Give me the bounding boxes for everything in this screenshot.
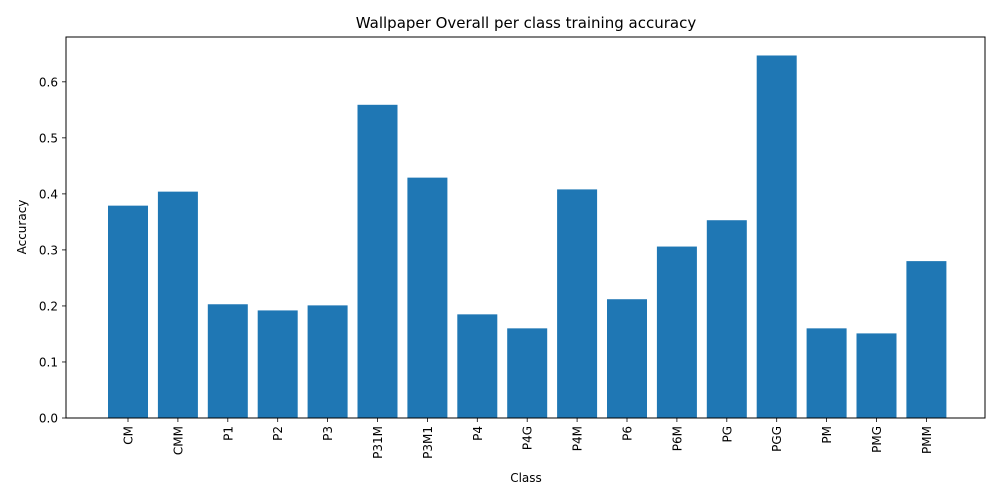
x-tick-label: PG bbox=[720, 426, 734, 443]
x-tick-label: PGG bbox=[770, 426, 784, 452]
y-axis-title: Accuracy bbox=[15, 200, 29, 255]
x-axis-title: Class bbox=[510, 471, 542, 485]
x-tick-label: P2 bbox=[271, 426, 285, 441]
bar-pmg bbox=[856, 333, 897, 418]
bar-pg bbox=[706, 220, 747, 418]
plot-frame bbox=[65, 36, 986, 419]
x-tick-label: P4M bbox=[571, 426, 585, 451]
bar-pm bbox=[806, 328, 847, 418]
y-tick-label: 0.5 bbox=[39, 131, 58, 145]
bar-cm bbox=[108, 205, 148, 418]
x-tick-label: PMM bbox=[920, 426, 934, 454]
y-tick-label: 0.6 bbox=[39, 75, 58, 89]
y-tick-label: 0.4 bbox=[39, 187, 58, 201]
x-tick-label: P6 bbox=[621, 426, 635, 441]
bar-p3 bbox=[307, 305, 348, 418]
x-tick-label: PMG bbox=[870, 426, 884, 453]
bar-p2 bbox=[257, 310, 298, 418]
y-tick-label: 0.3 bbox=[39, 243, 58, 257]
bar-cmm bbox=[157, 191, 198, 418]
y-tick-label: 0.1 bbox=[39, 355, 58, 369]
chart-title: Wallpaper Overall per class training acc… bbox=[356, 14, 697, 32]
y-tick-label: 0.2 bbox=[39, 299, 58, 313]
x-tick-label: P4 bbox=[471, 426, 485, 441]
y-axis-ticks: 0.0 0.1 0.2 0.3 0.4 0.5 0.6 bbox=[39, 75, 66, 426]
x-axis-ticks: CM CMM P1 P2 P3 P31M P3M1 P4 P4G P4M P6 P6M PG PGG PM P… bbox=[122, 418, 934, 459]
x-tick-label: P1 bbox=[221, 426, 235, 441]
x-tick-label: P31M bbox=[371, 426, 385, 459]
bar-p3m1 bbox=[407, 177, 448, 418]
bar-pgg bbox=[756, 55, 797, 419]
y-tick-label: 0.0 bbox=[39, 412, 58, 426]
bar-p4g bbox=[507, 328, 548, 418]
bar-p4 bbox=[457, 314, 498, 418]
bar-p4m bbox=[557, 189, 598, 418]
x-tick-label: P4G bbox=[521, 426, 535, 450]
x-tick-label: P6M bbox=[670, 426, 684, 451]
bar-p6m bbox=[656, 246, 697, 418]
bar-p31m bbox=[357, 104, 398, 419]
x-tick-label: CM bbox=[122, 426, 136, 445]
x-tick-label: CMM bbox=[171, 426, 185, 455]
x-tick-label: P3 bbox=[321, 426, 335, 441]
bar-p6 bbox=[607, 299, 647, 418]
bars-group bbox=[108, 55, 947, 419]
bar-pmm bbox=[906, 261, 947, 418]
x-tick-label: P3M1 bbox=[421, 426, 435, 459]
x-tick-label: PM bbox=[820, 426, 834, 444]
bar-p1 bbox=[207, 304, 248, 418]
